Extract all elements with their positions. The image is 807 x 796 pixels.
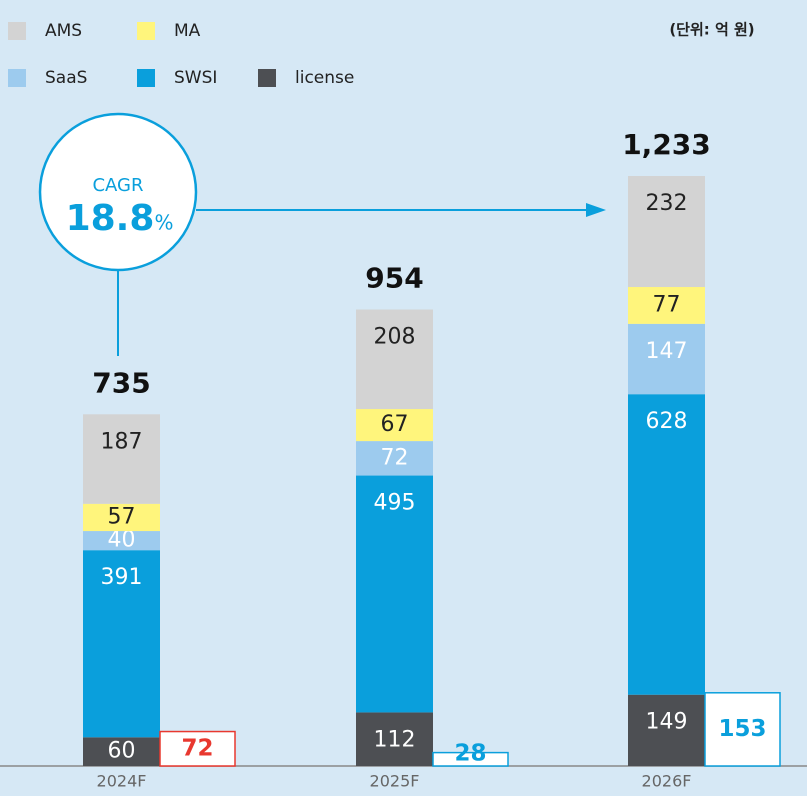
bar-segment [83,503,160,532]
bar-segment [83,737,160,766]
bar-segment [628,323,705,395]
segment-label: 67 [381,412,409,437]
segment-label: 147 [646,339,688,364]
legend-swatch [258,69,276,87]
segment-label: 57 [108,504,136,529]
bar-segment [83,550,160,738]
bar-segment [628,176,705,288]
total-label: 1,233 [622,128,711,161]
segment-label: 628 [646,409,688,434]
segment-label: 208 [374,325,416,350]
segment-label: 77 [653,292,681,317]
segment-label: 391 [101,565,143,590]
cagr-circle [38,112,198,272]
x-tick-label: 2024F [97,772,147,791]
bar-segment [356,712,433,766]
side-box [159,730,236,767]
total-label: 954 [365,262,423,295]
bar-segment [356,475,433,713]
total-label: 735 [92,366,150,399]
x-tick-label: 2026F [642,772,692,791]
side-label: 72 [181,735,213,761]
unit-note: (단위: 억 원) [669,21,754,39]
cagr-value: 18.8 [66,198,155,239]
side-label: 28 [454,741,486,767]
segment-label: 40 [108,528,136,553]
legend-label: SaaS [45,68,87,88]
side-box [432,751,509,767]
segment-label: 112 [374,727,416,752]
legend-swatch [8,22,26,40]
segment-label: 232 [646,191,688,216]
segment-label: 60 [108,739,136,764]
segment-label: 187 [101,429,143,454]
bar-segment [83,414,160,504]
segment-label: 72 [381,445,409,470]
legend-label: MA [174,21,201,41]
legend-label: SWSI [174,68,217,88]
side-box [704,692,781,767]
arrow-head [586,203,606,217]
legend-swatch [137,69,155,87]
bar-segment [628,287,705,324]
legend-swatch [137,22,155,40]
bar-segment [356,309,433,410]
bar-segment [83,531,160,551]
x-tick-label: 2025F [370,772,420,791]
legend-swatch [8,69,26,87]
cagr-unit: % [154,211,173,235]
legend-label: AMS [45,21,82,41]
segment-label: 149 [646,710,688,735]
segment-label: 495 [374,491,416,516]
bar-segment [628,694,705,766]
cagr-label: CAGR [92,175,143,196]
side-label: 153 [718,716,766,742]
bar-segment [356,441,433,476]
bar-segment [356,409,433,442]
legend-label: license [295,68,354,88]
bar-segment [628,394,705,695]
